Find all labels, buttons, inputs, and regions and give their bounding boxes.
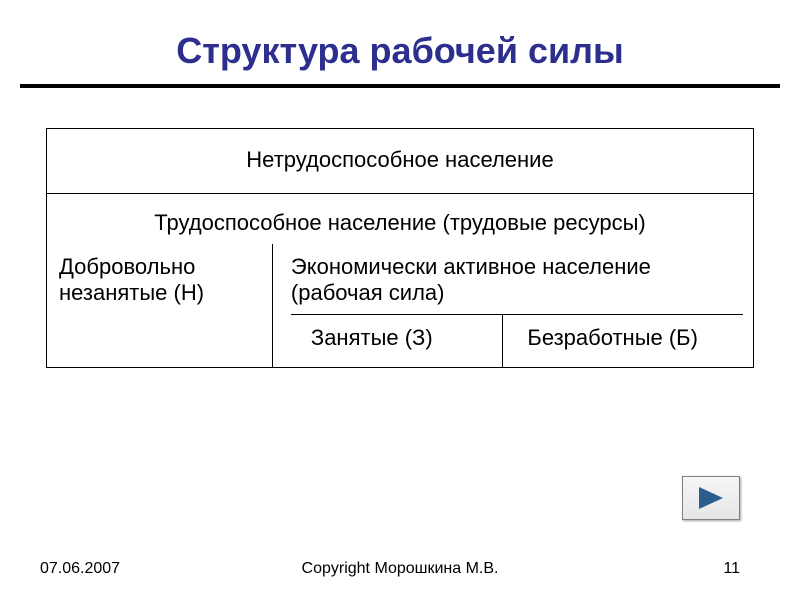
cell-employed: Занятые (З) — [291, 315, 503, 367]
col-economically-active: Экономически активное население (рабочая… — [273, 244, 753, 367]
next-slide-button[interactable] — [682, 476, 740, 520]
row-working-age: Трудоспособное население (трудовые ресур… — [47, 194, 753, 244]
page-title: Структура рабочей силы — [30, 30, 770, 84]
employed-label: Занятые (З) — [311, 325, 433, 350]
ea-split: Занятые (З) Безработные (Б) — [291, 314, 743, 367]
play-icon — [696, 485, 726, 511]
col-voluntarily-unemployed: Добровольно незанятые (Н) — [47, 244, 273, 367]
unemployed-label: Безработные (Б) — [527, 325, 698, 350]
row-disabled-label: Нетрудоспособное население — [246, 147, 553, 172]
slide-footer: 07.06.2007 Copyright Морошкина М.В. 11 — [0, 560, 800, 578]
title-underline — [20, 84, 780, 88]
slide: Структура рабочей силы Нетрудоспособное … — [0, 0, 800, 600]
working-age-label: Трудоспособное население (трудовые ресур… — [57, 210, 743, 236]
play-triangle — [699, 487, 723, 509]
voluntarily-unemployed-label: Добровольно незанятые (Н) — [59, 254, 204, 305]
cell-unemployed: Безработные (Б) — [503, 315, 743, 367]
economically-active-label: Экономически активное население (рабочая… — [291, 254, 743, 314]
footer-copyright: Copyright Морошкина М.В. — [0, 560, 800, 578]
row-split: Добровольно незанятые (Н) Экономически а… — [47, 244, 753, 367]
row-disabled-population: Нетрудоспособное население — [47, 129, 753, 194]
structure-diagram: Нетрудоспособное население Трудоспособно… — [46, 128, 754, 368]
